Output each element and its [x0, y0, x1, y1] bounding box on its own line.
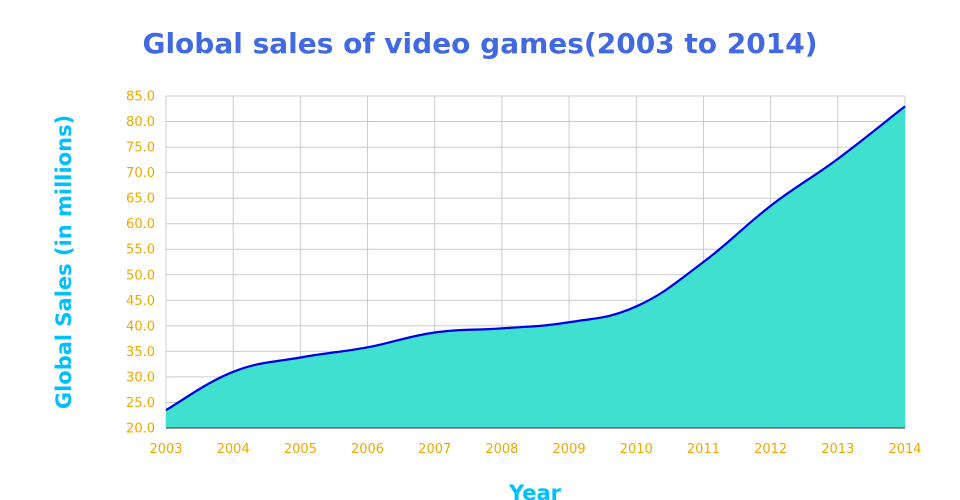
x-axis-ticks: 2003 2004 2005 2006 2007 2008 2009 2010 2011 2012… [149, 442, 921, 457]
y-tick-label: 40.0 [126, 319, 155, 334]
x-tick-label: 2005 [284, 442, 317, 457]
x-tick-label: 2007 [418, 442, 451, 457]
y-tick-label: 60.0 [126, 217, 155, 232]
y-tick-label: 70.0 [126, 166, 155, 181]
area-layer [165, 105, 906, 429]
x-tick-label: 2014 [888, 442, 921, 457]
y-tick-label: 65.0 [126, 192, 155, 207]
y-tick-label: 25.0 [126, 396, 155, 411]
x-tick-label: 2008 [485, 442, 518, 457]
x-tick-label: 2011 [687, 442, 720, 457]
x-tick-label: 2006 [351, 442, 384, 457]
y-tick-label: 50.0 [126, 268, 155, 283]
x-tick-label: 2010 [620, 442, 653, 457]
y-axis-label: Global Sales (in millions) [52, 115, 76, 409]
y-tick-label: 35.0 [126, 345, 155, 360]
y-tick-label: 75.0 [126, 141, 155, 156]
y-axis-ticks: 20.0 25.0 30.0 35.0 40.0 45.0 50.0 55.0 60.0 65.0… [126, 90, 155, 437]
y-tick-label: 45.0 [126, 294, 155, 309]
series-line [165, 105, 906, 412]
chart-title: Global sales of video games(2003 to 2014… [142, 27, 817, 60]
series-area-fill [166, 106, 905, 428]
x-tick-label: 2012 [754, 442, 787, 457]
x-tick-label: 2013 [821, 442, 854, 457]
y-tick-label: 30.0 [126, 370, 155, 385]
y-tick-label: 20.0 [126, 422, 155, 437]
x-axis-label: Year [508, 481, 562, 500]
x-tick-label: 2003 [149, 442, 182, 457]
y-tick-label: 80.0 [126, 115, 155, 130]
x-tick-label: 2009 [553, 442, 586, 457]
y-tick-label: 55.0 [126, 243, 155, 258]
x-tick-label: 2004 [217, 442, 250, 457]
y-tick-label: 85.0 [126, 90, 155, 105]
